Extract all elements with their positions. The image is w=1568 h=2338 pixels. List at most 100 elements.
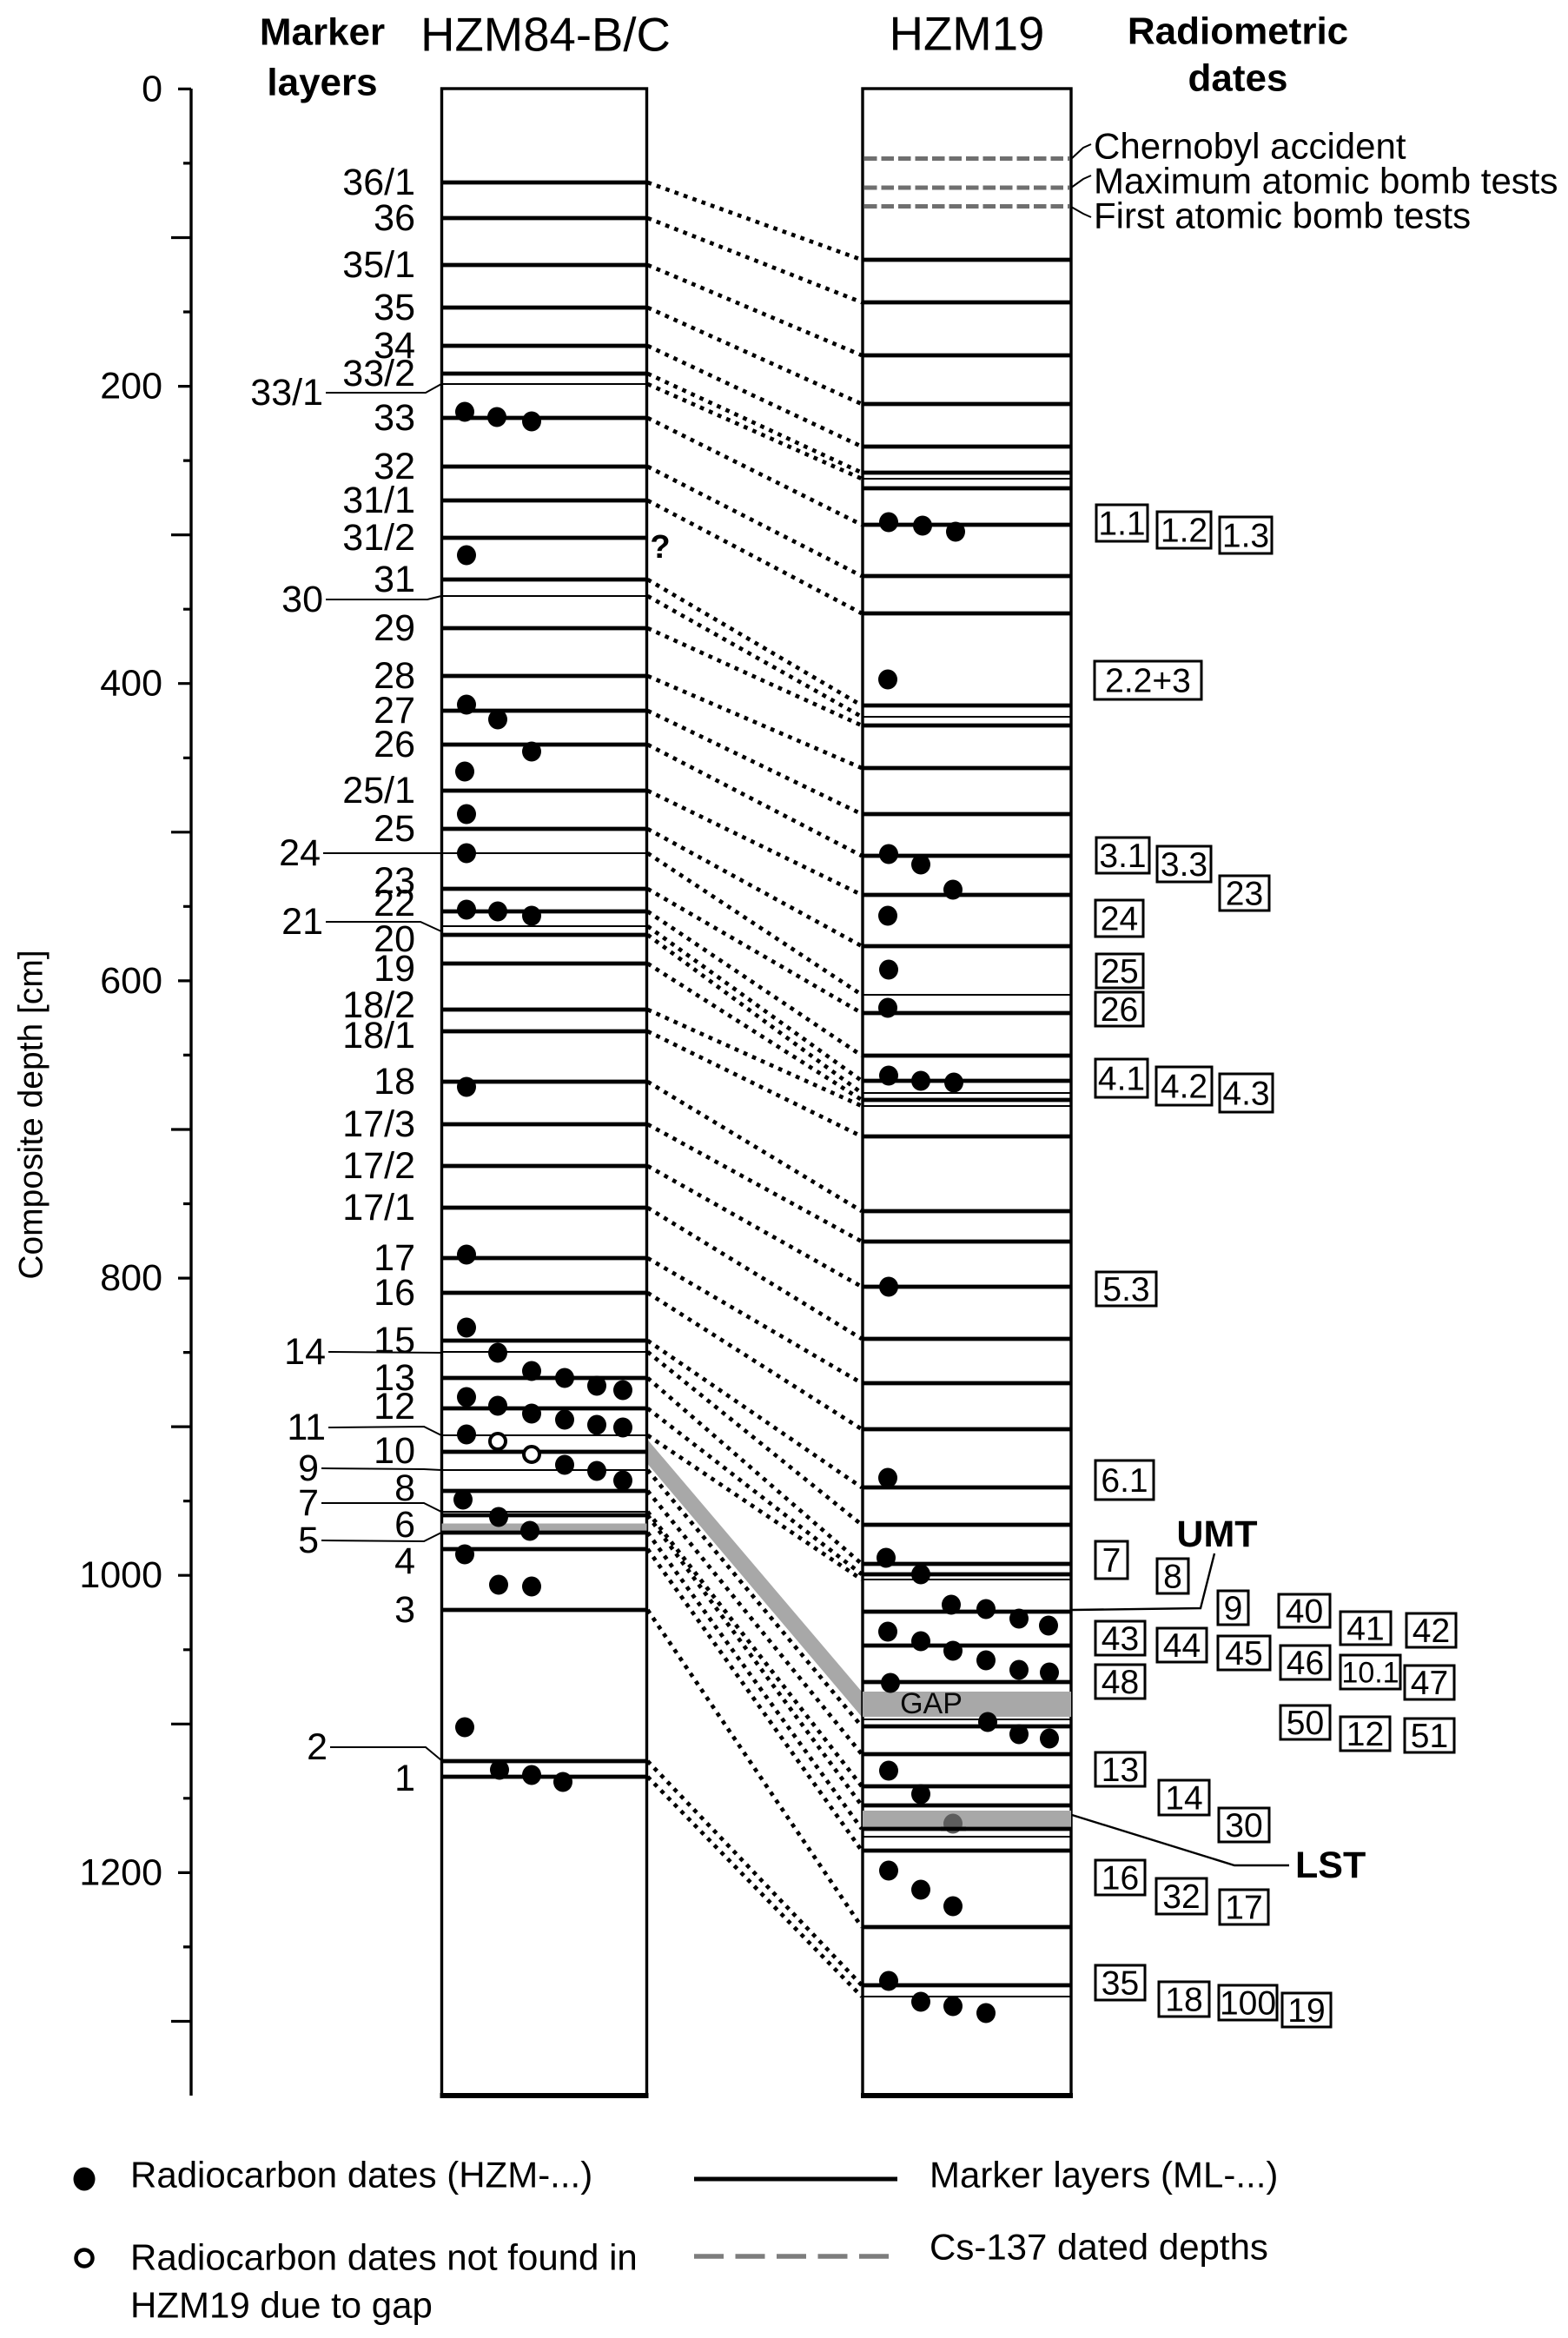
svg-text:36: 36 [374, 197, 415, 239]
svg-text:13: 13 [1102, 1752, 1139, 1789]
svg-text:35/1: 35/1 [342, 244, 415, 286]
svg-text:14: 14 [1165, 1780, 1202, 1818]
svg-text:1.2: 1.2 [1161, 513, 1207, 550]
svg-text:22: 22 [374, 883, 415, 924]
svg-text:HZM19 due to gap: HZM19 due to gap [130, 2285, 433, 2326]
svg-text:45: 45 [1225, 1635, 1262, 1672]
svg-text:48: 48 [1102, 1664, 1139, 1701]
svg-text:40: 40 [1286, 1593, 1323, 1631]
svg-text:GAP: GAP [900, 1687, 963, 1720]
svg-text:1.1: 1.1 [1098, 506, 1145, 543]
svg-text:33/1: 33/1 [250, 372, 323, 414]
svg-text:200: 200 [100, 366, 162, 407]
svg-text:Radiocarbon dates (HZM-...): Radiocarbon dates (HZM-...) [130, 2155, 592, 2196]
svg-text:23: 23 [374, 860, 415, 902]
svg-text:16: 16 [374, 1272, 415, 1314]
svg-text:24: 24 [1101, 901, 1138, 938]
svg-text:31/1: 31/1 [342, 480, 415, 521]
svg-text:9: 9 [298, 1447, 319, 1489]
svg-text:33/2: 33/2 [342, 353, 415, 394]
svg-text:42: 42 [1413, 1613, 1450, 1650]
svg-text:1000: 1000 [79, 1554, 162, 1596]
svg-text:8: 8 [394, 1467, 415, 1509]
svg-text:18: 18 [374, 1061, 415, 1103]
svg-text:34: 34 [374, 325, 415, 367]
svg-text:18: 18 [1165, 1982, 1202, 2019]
svg-text:30: 30 [281, 579, 323, 620]
svg-text:32: 32 [374, 446, 415, 487]
svg-text:11: 11 [287, 1407, 326, 1448]
svg-text:21: 21 [281, 901, 323, 943]
svg-text:?: ? [650, 529, 670, 566]
svg-text:17/1: 17/1 [342, 1187, 415, 1229]
svg-text:Composite depth [cm]: Composite depth [cm] [13, 950, 50, 1279]
svg-text:17/3: 17/3 [342, 1103, 415, 1145]
svg-text:layers: layers [267, 62, 377, 104]
svg-text:50: 50 [1287, 1705, 1324, 1742]
svg-text:Maximum atomic bomb tests: Maximum atomic bomb tests [1094, 161, 1558, 202]
svg-text:46: 46 [1287, 1645, 1324, 1682]
svg-text:30: 30 [1225, 1807, 1262, 1845]
svg-text:2.2+3: 2.2+3 [1105, 663, 1191, 700]
svg-text:19: 19 [374, 948, 415, 990]
svg-text:12: 12 [1346, 1716, 1384, 1753]
svg-text:10: 10 [374, 1430, 415, 1472]
svg-text:9: 9 [1224, 1590, 1243, 1627]
svg-text:25: 25 [374, 808, 415, 850]
svg-text:Cs-137 dated depths: Cs-137 dated depths [930, 2227, 1268, 2268]
svg-text:43: 43 [1102, 1620, 1139, 1658]
svg-text:Chernobyl accident: Chernobyl accident [1094, 126, 1406, 167]
svg-text:Marker layers (ML-...): Marker layers (ML-...) [930, 2155, 1278, 2196]
svg-text:35: 35 [374, 287, 415, 328]
svg-text:100: 100 [1220, 1985, 1276, 2023]
svg-text:47: 47 [1411, 1665, 1448, 1702]
svg-text:17: 17 [374, 1237, 415, 1279]
svg-text:31/2: 31/2 [342, 517, 415, 559]
svg-text:29: 29 [374, 607, 415, 649]
svg-text:24: 24 [279, 832, 321, 874]
svg-text:800: 800 [100, 1257, 162, 1299]
svg-text:41: 41 [1346, 1611, 1384, 1648]
svg-text:26: 26 [1101, 991, 1138, 1029]
svg-text:44: 44 [1163, 1627, 1201, 1665]
svg-text:32: 32 [1162, 1878, 1200, 1916]
svg-text:33: 33 [374, 397, 415, 439]
svg-text:19: 19 [1287, 1992, 1325, 2030]
svg-text:6.1: 6.1 [1101, 1462, 1148, 1500]
svg-text:15: 15 [374, 1320, 415, 1361]
svg-text:Marker: Marker [260, 11, 385, 54]
svg-text:Radiometric: Radiometric [1128, 10, 1348, 53]
svg-text:4.1: 4.1 [1098, 1061, 1145, 1098]
svg-text:4.2: 4.2 [1161, 1069, 1207, 1106]
svg-text:17: 17 [1225, 1890, 1262, 1927]
svg-text:LST: LST [1295, 1845, 1366, 1886]
svg-text:31: 31 [374, 559, 415, 600]
svg-text:25/1: 25/1 [342, 770, 415, 811]
svg-text:2: 2 [307, 1726, 327, 1768]
svg-text:1: 1 [394, 1758, 415, 1799]
svg-text:3: 3 [394, 1589, 415, 1631]
svg-text:18/2: 18/2 [342, 984, 415, 1026]
svg-text:Radiocarbon dates not found in: Radiocarbon dates not found in [130, 2237, 638, 2278]
svg-text:5.3: 5.3 [1102, 1271, 1149, 1308]
svg-text:12: 12 [374, 1386, 415, 1427]
svg-text:17/2: 17/2 [342, 1145, 415, 1187]
svg-text:28: 28 [374, 655, 415, 697]
svg-text:20: 20 [374, 918, 415, 960]
svg-text:36/1: 36/1 [342, 162, 415, 203]
svg-text:23: 23 [1226, 876, 1263, 913]
svg-text:1.3: 1.3 [1222, 518, 1269, 555]
svg-text:10.1: 10.1 [1341, 1657, 1399, 1690]
svg-text:6: 6 [394, 1504, 415, 1546]
svg-text:UMT: UMT [1176, 1513, 1257, 1555]
svg-text:1200: 1200 [79, 1851, 162, 1893]
svg-text:0: 0 [142, 68, 162, 109]
svg-text:4.3: 4.3 [1222, 1076, 1269, 1113]
svg-text:dates: dates [1188, 57, 1288, 100]
svg-text:600: 600 [100, 960, 162, 1002]
svg-text:HZM19: HZM19 [890, 8, 1045, 61]
svg-text:400: 400 [100, 663, 162, 705]
svg-text:26: 26 [374, 724, 415, 765]
svg-text:First atomic bomb tests: First atomic bomb tests [1094, 195, 1471, 236]
svg-text:18/1: 18/1 [342, 1015, 415, 1056]
